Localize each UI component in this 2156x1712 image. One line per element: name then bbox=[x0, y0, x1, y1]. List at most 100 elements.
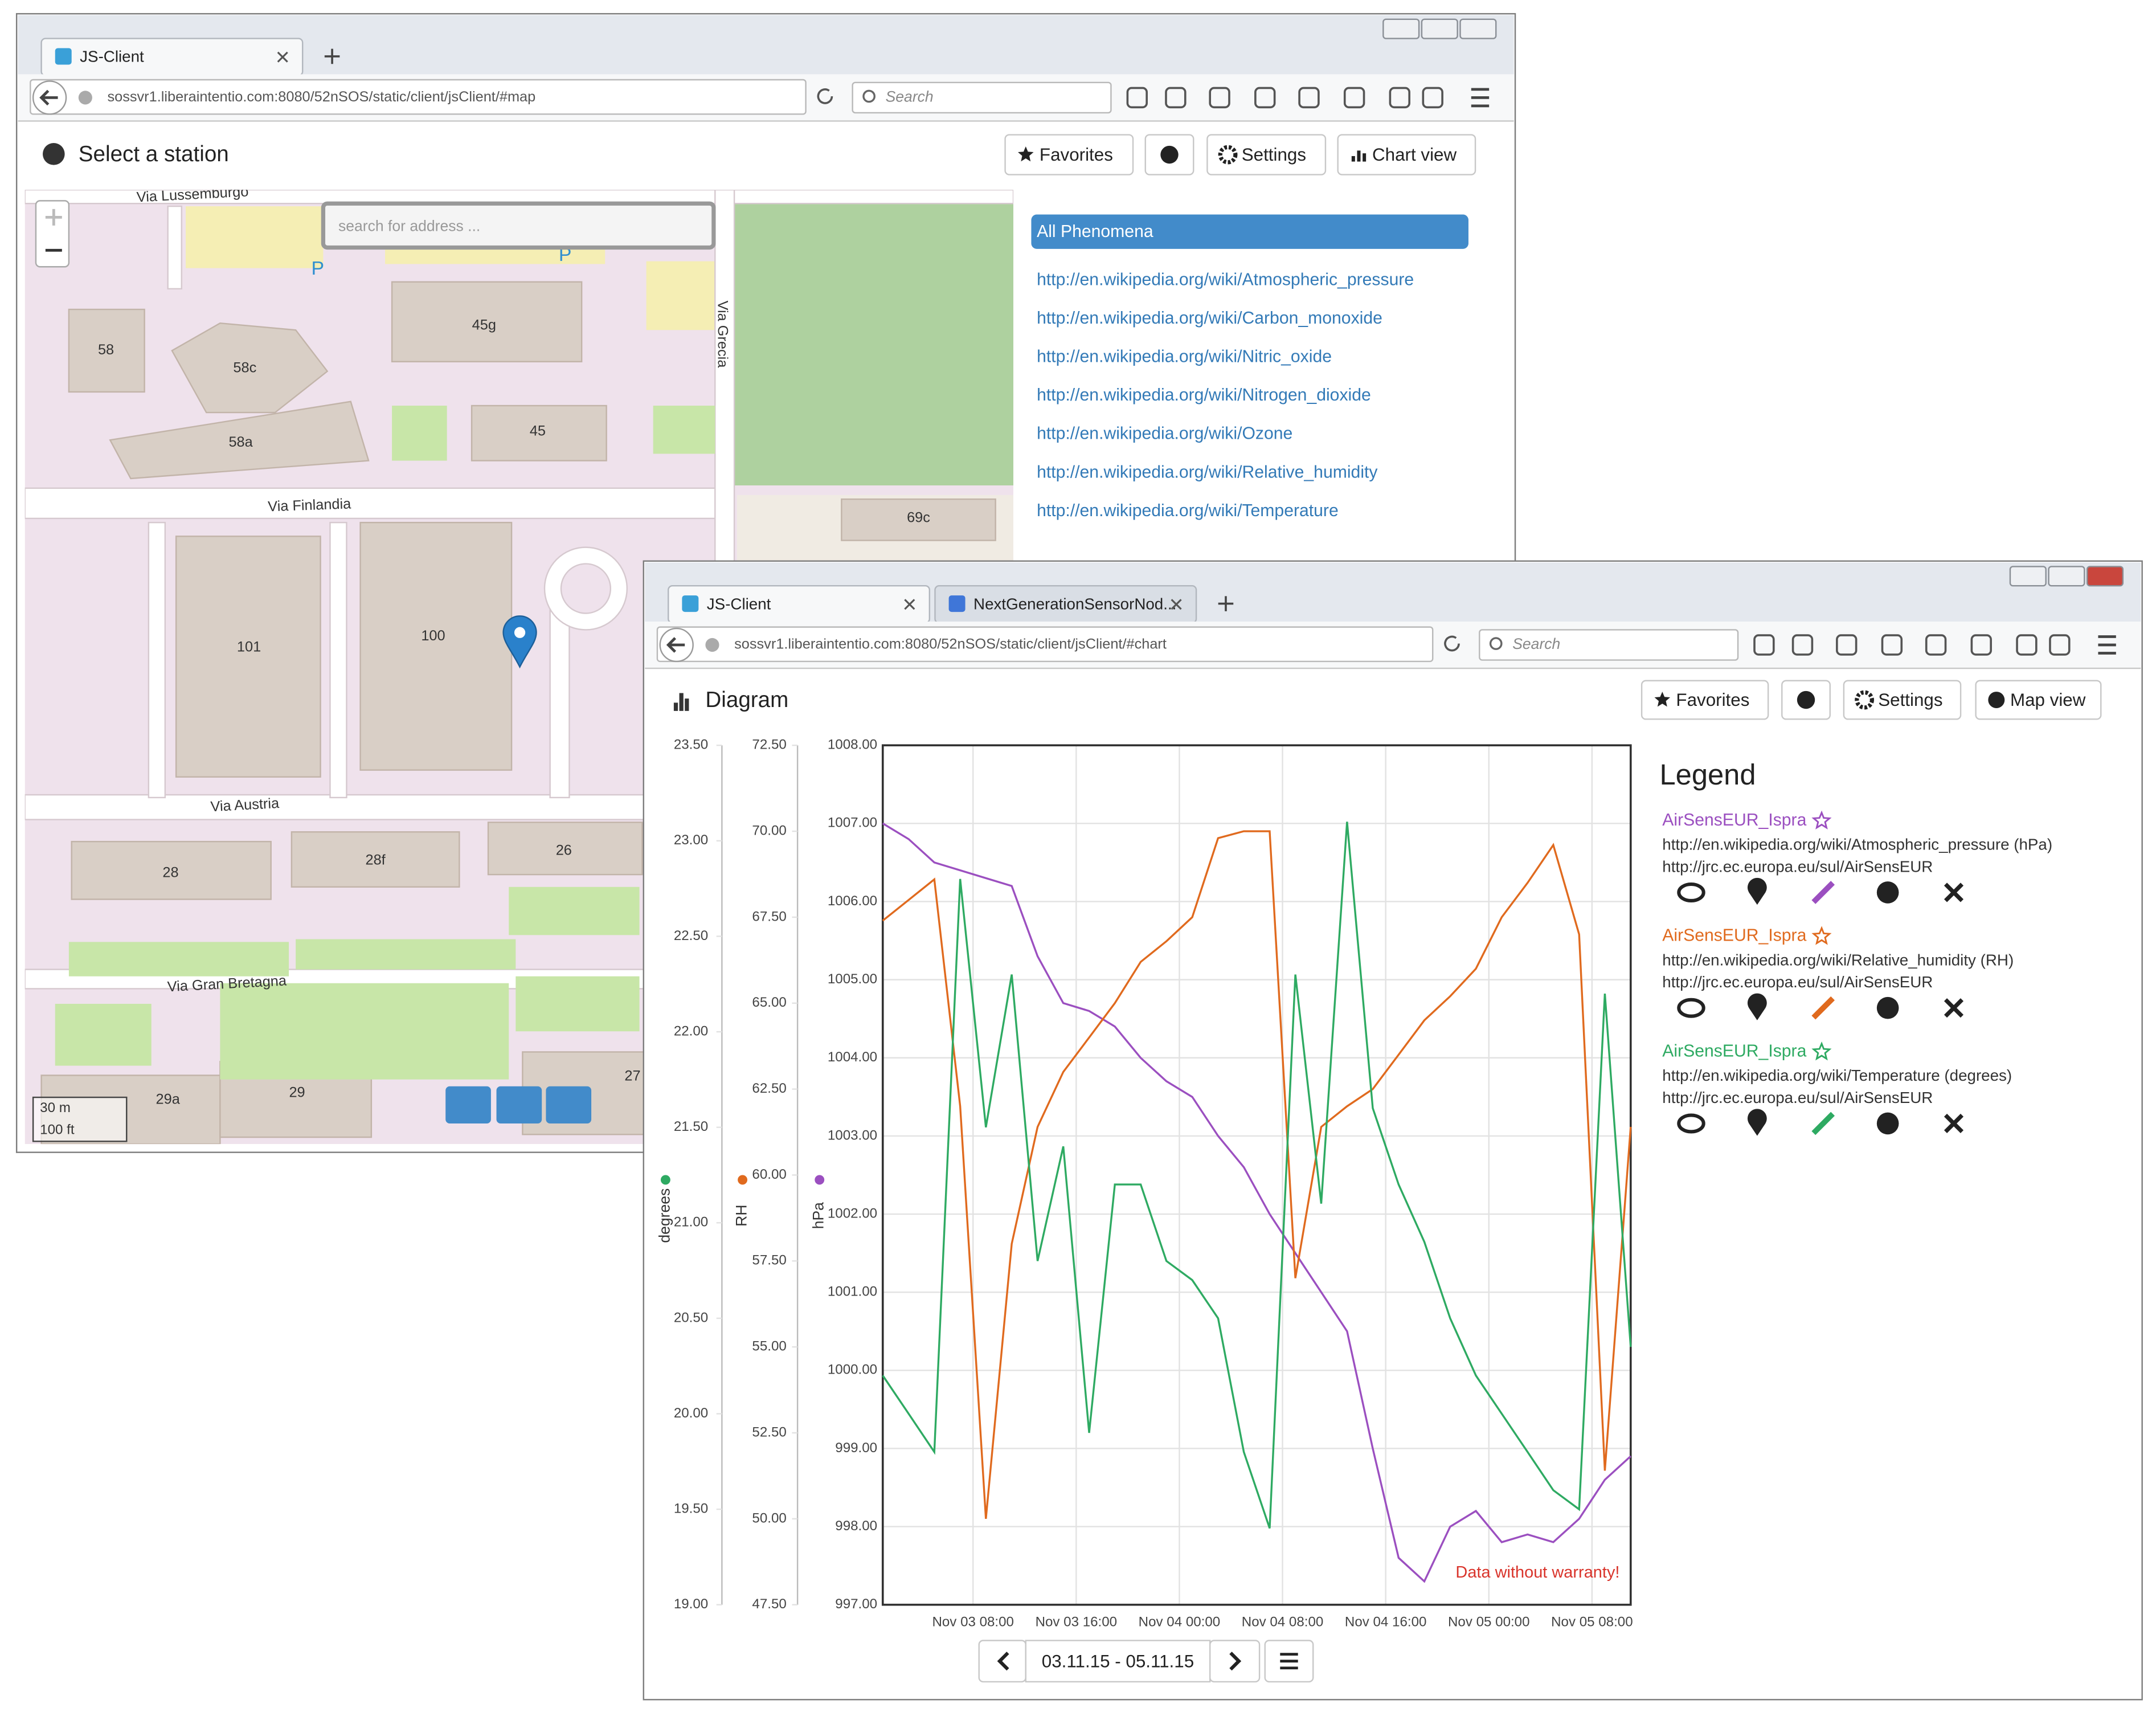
toolbar-icon[interactable] bbox=[1970, 634, 1992, 656]
toolbar-icon[interactable] bbox=[1126, 87, 1148, 109]
remove-icon[interactable] bbox=[1944, 998, 1964, 1018]
toolbar-icon[interactable] bbox=[1298, 87, 1320, 109]
info-icon[interactable] bbox=[1876, 996, 1899, 1019]
locate-icon[interactable] bbox=[1747, 877, 1767, 905]
address-search[interactable] bbox=[321, 201, 716, 250]
green-area bbox=[653, 406, 715, 454]
map-button[interactable] bbox=[496, 1086, 542, 1123]
toolbar-icon[interactable] bbox=[1254, 87, 1276, 109]
toolbar-icon[interactable] bbox=[1881, 634, 1903, 656]
button[interactable] bbox=[1843, 680, 1962, 720]
legend-series-name[interactable]: AirSensEUR_Ispra bbox=[1662, 811, 1806, 830]
button[interactable] bbox=[1640, 680, 1769, 720]
button[interactable] bbox=[1337, 134, 1476, 175]
button[interactable] bbox=[1975, 680, 2102, 720]
new-tab-button[interactable] bbox=[324, 48, 340, 64]
legend-url: http://jrc.ec.europa.eu/sul/AirSensEUR bbox=[1662, 857, 1933, 875]
phenomenon-link[interactable]: http://en.wikipedia.org/wiki/Relative_hu… bbox=[1037, 463, 1378, 481]
remove-icon[interactable] bbox=[1944, 1113, 1964, 1133]
locate-icon[interactable] bbox=[1747, 1109, 1767, 1136]
phenomenon-all[interactable]: All Phenomena bbox=[1037, 222, 1153, 241]
toolbar-icon[interactable] bbox=[1209, 87, 1230, 109]
hide-icon[interactable] bbox=[1677, 998, 1705, 1018]
search-icon bbox=[862, 89, 876, 103]
phenomenon-link[interactable]: http://en.wikipedia.org/wiki/Nitric_oxid… bbox=[1037, 348, 1332, 366]
tab-close[interactable] bbox=[277, 51, 288, 63]
favorite-star[interactable] bbox=[1811, 810, 1832, 830]
minimize-button[interactable] bbox=[2009, 566, 2047, 587]
hide-icon[interactable] bbox=[1677, 882, 1705, 902]
tab-close[interactable] bbox=[904, 599, 915, 610]
phenomenon-link[interactable]: http://en.wikipedia.org/wiki/Atmospheric… bbox=[1037, 270, 1414, 289]
toolbar-icon[interactable] bbox=[1165, 87, 1187, 109]
phenomenon-link[interactable]: http://en.wikipedia.org/wiki/Nitrogen_di… bbox=[1037, 386, 1371, 404]
close-button[interactable] bbox=[1459, 18, 1497, 39]
button[interactable] bbox=[1004, 134, 1134, 175]
button-label: Chart view bbox=[1372, 145, 1457, 165]
favorite-star[interactable] bbox=[1811, 1041, 1832, 1061]
building bbox=[68, 308, 145, 393]
building bbox=[391, 281, 583, 362]
phenomenon-selected[interactable] bbox=[1031, 214, 1468, 249]
y-tick-label: 60.00 bbox=[752, 1167, 786, 1182]
toolbar-icon[interactable] bbox=[1753, 634, 1775, 656]
toolbar-icon[interactable] bbox=[1925, 634, 1947, 656]
zoom-in[interactable] bbox=[45, 209, 62, 226]
y-tick-label: 1001.00 bbox=[828, 1284, 877, 1300]
button[interactable] bbox=[1206, 134, 1327, 175]
info-icon[interactable] bbox=[1876, 1112, 1899, 1135]
edit-style-icon[interactable] bbox=[1811, 996, 1835, 1020]
maximize-button[interactable] bbox=[1421, 18, 1458, 39]
phenomenon-link[interactable]: http://en.wikipedia.org/wiki/Temperature bbox=[1037, 501, 1339, 520]
edit-style-icon[interactable] bbox=[1811, 1112, 1835, 1135]
toolbar-icon[interactable] bbox=[1422, 87, 1443, 109]
date-range-box[interactable] bbox=[1025, 1640, 1211, 1683]
reload-icon[interactable] bbox=[1444, 635, 1460, 652]
reload-icon[interactable] bbox=[817, 88, 833, 104]
info-icon[interactable] bbox=[1876, 881, 1899, 904]
diagram-icon bbox=[679, 693, 684, 711]
toolbar-icon[interactable] bbox=[1791, 634, 1814, 656]
edit-style-icon[interactable] bbox=[1811, 881, 1835, 904]
toolbar-icon[interactable] bbox=[1836, 634, 1858, 656]
favorite-star[interactable] bbox=[1811, 926, 1832, 945]
legend-series-name[interactable]: AirSensEUR_Ispra bbox=[1662, 926, 1806, 945]
minimize-button[interactable] bbox=[1382, 18, 1420, 39]
map-button[interactable] bbox=[445, 1086, 491, 1123]
new-tab-button[interactable] bbox=[1218, 596, 1234, 611]
url-text: sossvr1.liberaintentio.com:8080/52nSOS/s… bbox=[734, 636, 1167, 652]
tab-close[interactable] bbox=[1171, 599, 1182, 610]
maximize-button[interactable] bbox=[2048, 566, 2085, 587]
legend-series-name[interactable]: AirSensEUR_Ispra bbox=[1662, 1041, 1806, 1060]
site-info-icon bbox=[78, 91, 92, 105]
url-bar[interactable] bbox=[656, 626, 1434, 663]
remove-icon[interactable] bbox=[1944, 882, 1964, 902]
url-bar[interactable] bbox=[30, 79, 807, 115]
menu-button[interactable] bbox=[2098, 635, 2116, 655]
phenomenon-link[interactable]: http://en.wikipedia.org/wiki/Carbon_mono… bbox=[1037, 309, 1382, 328]
toolbar-icon[interactable] bbox=[1389, 87, 1411, 109]
map-label: 45 bbox=[530, 423, 546, 439]
building bbox=[359, 521, 513, 771]
menu-button[interactable] bbox=[1471, 88, 1490, 108]
button[interactable] bbox=[1209, 1640, 1261, 1683]
search-box[interactable] bbox=[852, 81, 1112, 114]
station-marker[interactable] bbox=[502, 615, 537, 669]
green-area bbox=[509, 886, 640, 935]
legend-title: Legend bbox=[1659, 758, 1756, 791]
search-box[interactable] bbox=[1479, 629, 1739, 661]
map-button[interactable] bbox=[546, 1086, 592, 1123]
button[interactable] bbox=[978, 1640, 1026, 1683]
y-tick-label: 21.00 bbox=[674, 1215, 708, 1230]
toolbar-icon[interactable] bbox=[2016, 634, 2038, 656]
toolbar-icon[interactable] bbox=[2049, 634, 2071, 656]
toolbar-icon[interactable] bbox=[1343, 87, 1365, 109]
green-area bbox=[392, 406, 447, 461]
hide-icon[interactable] bbox=[1677, 1113, 1705, 1134]
phenomenon-link[interactable]: http://en.wikipedia.org/wiki/Ozone bbox=[1037, 424, 1292, 443]
locate-icon[interactable] bbox=[1747, 993, 1767, 1020]
close-button[interactable] bbox=[2086, 566, 2124, 587]
parking-label: P bbox=[311, 258, 324, 279]
y-tick-label: 23.50 bbox=[674, 737, 708, 753]
y-tick-label: 65.00 bbox=[752, 995, 786, 1010]
